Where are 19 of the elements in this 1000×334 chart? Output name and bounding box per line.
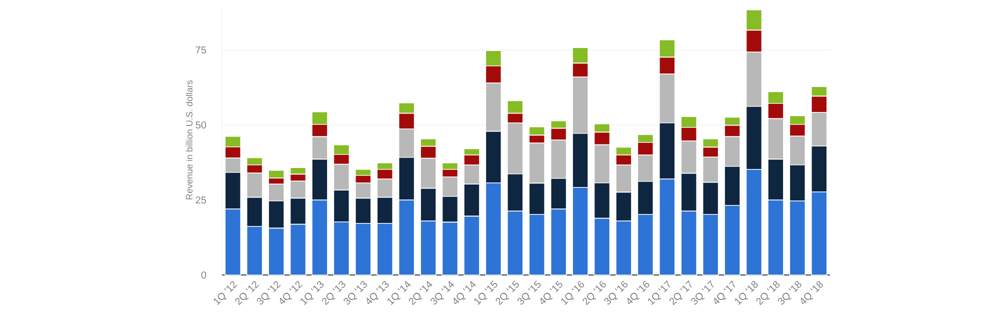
x-tick-label: 3Q '17 [691,280,714,304]
x-tick-label: 1Q '15 [474,280,498,305]
x-tick-label: 1Q '18 [734,281,758,305]
y-tick-label: 25 [196,196,206,204]
x-tick-label: 4Q '16 [627,281,650,304]
x-tick-label: 4Q '17 [714,280,736,304]
x-tick-label: 3Q '12 [256,281,281,304]
x-tick-label: 4Q '14 [454,280,476,304]
y-tick-label: 75 [196,46,206,54]
x-tick-label: 2Q '17 [669,280,692,306]
y-axis-title: Revenue in billion U.S. dollars [186,80,192,200]
x-tick-label: 4Q '13 [366,281,389,304]
x-tick-label: 3Q '14 [430,280,454,304]
x-tick-label: 1Q '17 [648,280,670,305]
x-tick-label: 2Q '16 [582,281,606,306]
x-tick-label: 4Q '15 [540,280,562,304]
y-tick-label: 0 [201,271,206,279]
y-tick-label: 50 [196,121,206,129]
x-tick-label: 4Q '18 [801,281,824,304]
